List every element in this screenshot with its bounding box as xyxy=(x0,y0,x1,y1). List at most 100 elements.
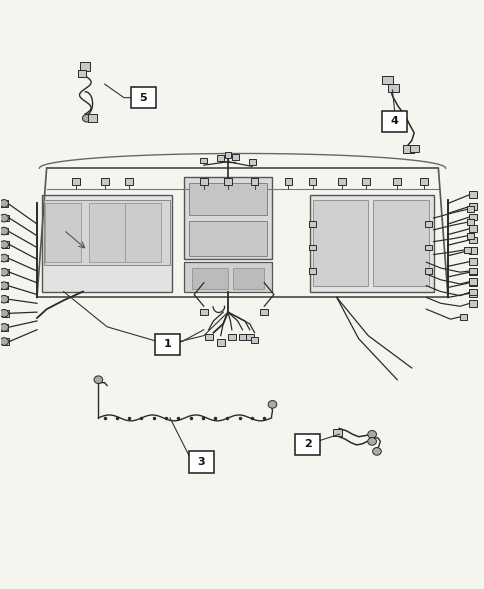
Bar xyxy=(469,259,476,265)
FancyBboxPatch shape xyxy=(310,194,433,292)
Bar xyxy=(0,200,8,207)
Bar xyxy=(469,203,476,210)
Bar xyxy=(419,178,427,185)
Bar xyxy=(131,87,156,108)
Bar xyxy=(284,178,292,185)
Ellipse shape xyxy=(0,214,8,222)
Ellipse shape xyxy=(0,241,8,249)
Bar xyxy=(199,178,207,185)
Bar xyxy=(199,309,207,315)
FancyBboxPatch shape xyxy=(184,177,271,259)
Bar xyxy=(0,228,8,234)
Bar xyxy=(381,111,407,132)
Bar xyxy=(248,159,255,165)
Ellipse shape xyxy=(0,309,8,317)
Bar xyxy=(217,155,224,161)
Bar xyxy=(101,178,108,185)
Ellipse shape xyxy=(94,376,103,383)
Bar xyxy=(409,145,418,153)
Ellipse shape xyxy=(0,254,8,262)
Bar xyxy=(308,178,316,185)
Bar xyxy=(337,178,345,185)
Bar xyxy=(1,338,9,345)
Bar xyxy=(466,219,473,225)
Bar xyxy=(393,178,400,185)
Bar xyxy=(1,215,9,221)
Bar xyxy=(466,206,473,212)
Bar xyxy=(459,313,467,320)
Bar xyxy=(464,247,470,253)
Bar xyxy=(232,268,264,289)
Ellipse shape xyxy=(82,114,91,122)
Bar xyxy=(469,280,476,286)
Bar xyxy=(424,268,431,274)
Bar xyxy=(1,310,9,316)
Bar xyxy=(469,269,476,276)
Bar xyxy=(469,290,476,296)
Ellipse shape xyxy=(0,269,8,276)
Bar xyxy=(227,333,235,340)
Bar xyxy=(45,203,81,262)
Bar xyxy=(188,451,213,472)
Bar xyxy=(424,221,431,227)
Bar xyxy=(469,279,476,285)
Ellipse shape xyxy=(0,282,8,290)
Bar xyxy=(0,296,8,302)
Bar xyxy=(309,268,316,274)
Bar xyxy=(189,221,266,256)
Bar xyxy=(402,145,413,153)
Bar xyxy=(224,178,231,185)
Ellipse shape xyxy=(367,438,376,445)
Bar xyxy=(469,214,476,220)
Bar xyxy=(469,268,476,274)
Bar xyxy=(191,268,227,289)
Bar xyxy=(184,262,271,292)
Bar xyxy=(125,178,133,185)
Ellipse shape xyxy=(372,448,380,455)
Text: 2: 2 xyxy=(303,439,311,449)
Ellipse shape xyxy=(268,401,276,408)
Bar xyxy=(0,255,8,262)
Bar xyxy=(238,333,246,340)
Bar xyxy=(231,154,238,160)
Text: 4: 4 xyxy=(390,116,398,126)
Ellipse shape xyxy=(0,337,8,345)
Bar xyxy=(44,200,169,265)
Ellipse shape xyxy=(0,227,8,235)
Ellipse shape xyxy=(0,295,8,303)
Ellipse shape xyxy=(0,200,8,207)
Bar xyxy=(469,191,476,198)
Bar xyxy=(309,244,316,250)
Bar xyxy=(78,70,86,77)
Ellipse shape xyxy=(367,431,376,438)
Bar xyxy=(80,62,90,71)
Bar xyxy=(466,233,473,239)
Bar xyxy=(333,429,341,436)
Bar xyxy=(200,158,207,164)
Bar xyxy=(245,333,253,340)
Ellipse shape xyxy=(0,323,8,331)
Bar xyxy=(250,336,258,343)
Bar xyxy=(204,333,212,340)
Bar xyxy=(260,309,268,315)
Bar xyxy=(250,178,258,185)
Text: 3: 3 xyxy=(197,457,205,467)
Bar xyxy=(295,434,320,455)
Bar xyxy=(216,339,224,346)
Bar xyxy=(189,183,266,215)
Bar xyxy=(224,152,231,158)
Bar xyxy=(469,289,476,295)
Bar xyxy=(381,76,392,84)
Bar xyxy=(372,200,428,286)
Bar xyxy=(1,241,9,248)
Bar xyxy=(309,221,316,227)
Bar xyxy=(89,203,125,262)
Bar xyxy=(312,200,367,286)
Text: 1: 1 xyxy=(163,339,171,349)
Bar xyxy=(469,300,476,306)
Bar xyxy=(72,178,79,185)
Bar xyxy=(155,334,180,355)
Bar xyxy=(424,244,431,250)
Bar xyxy=(469,247,476,254)
Bar xyxy=(361,178,369,185)
